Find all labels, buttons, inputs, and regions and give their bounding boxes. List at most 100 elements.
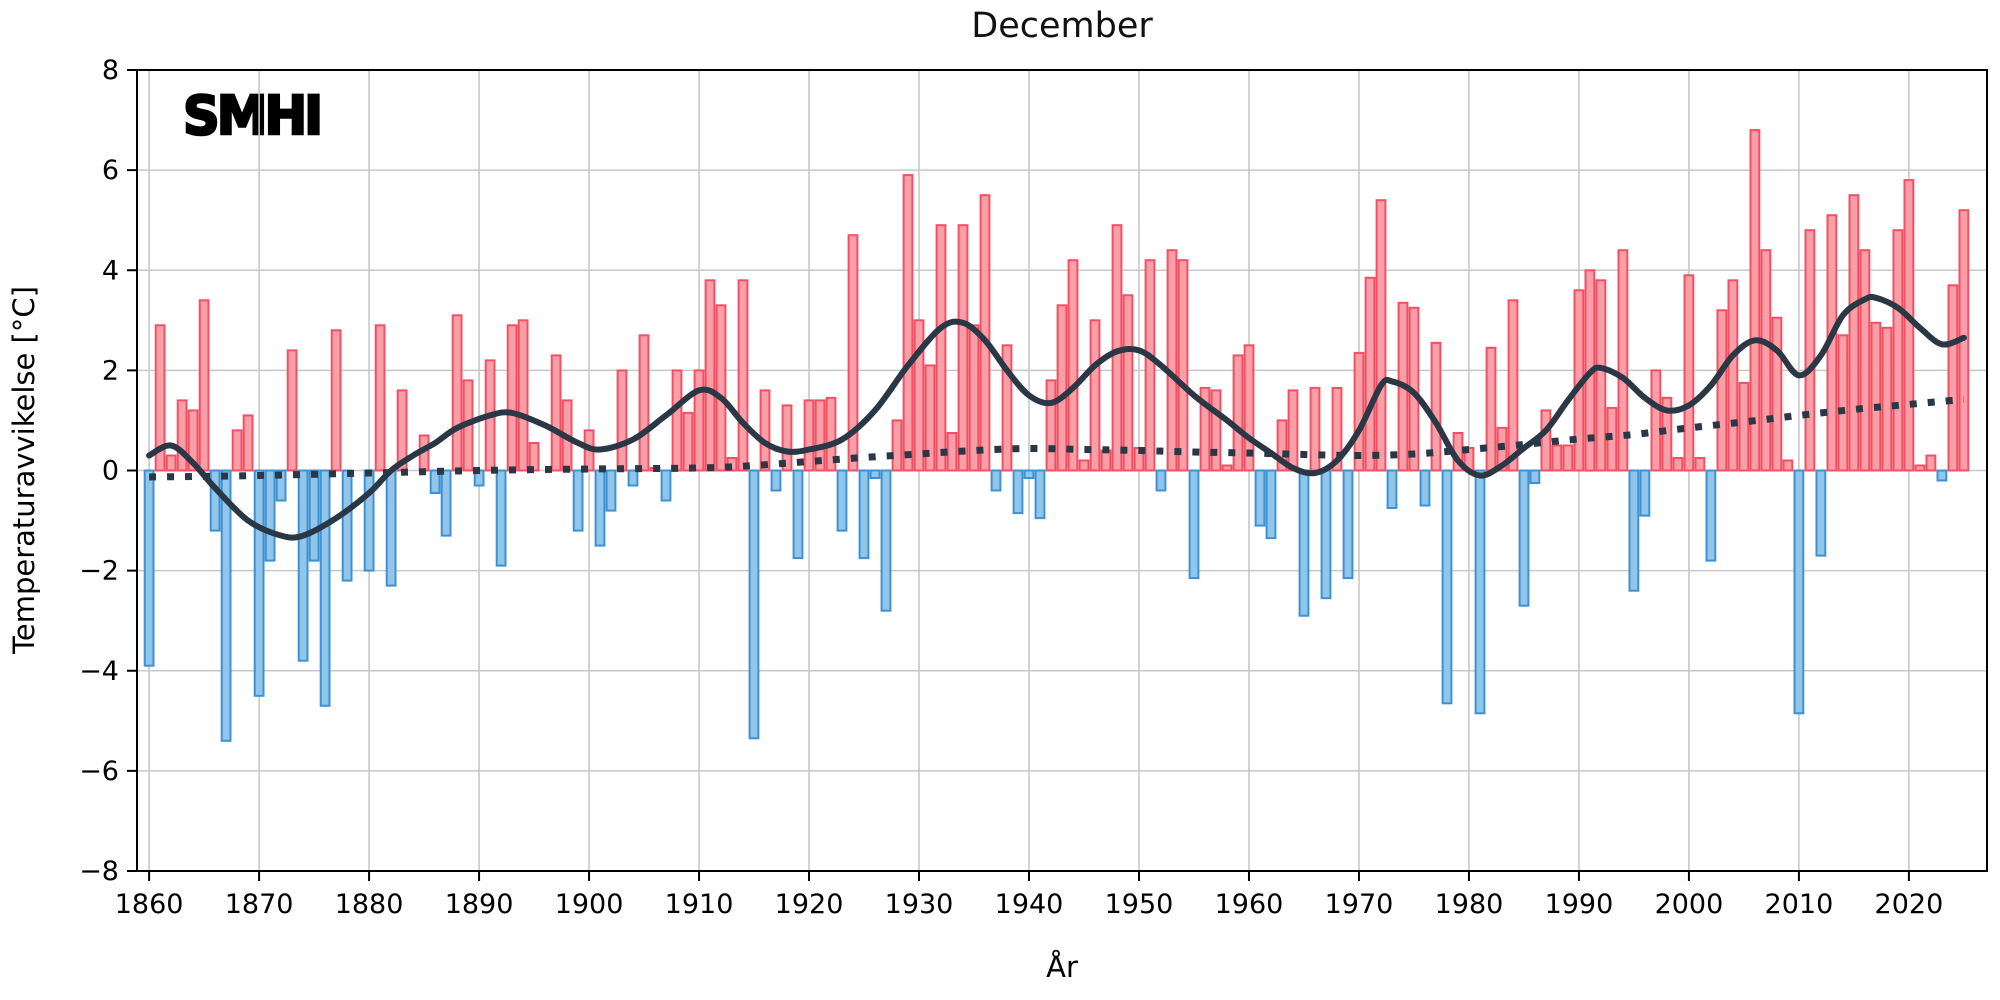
bar-1926 [869,469,881,479]
bar-1971 [1364,276,1376,472]
bar-1874 [297,469,309,662]
bar-1966 [1309,386,1321,472]
chart-title: December [971,6,1153,46]
y-tick-label: 0 [102,456,119,487]
bar-1880 [363,469,375,572]
x-tick-label: 1860 [115,889,184,920]
x-tick-label: 1970 [1325,889,1394,920]
bar-1919 [792,469,804,560]
bar-1927 [880,469,892,612]
bar-1887 [440,469,452,537]
bar-1910 [693,369,705,472]
bar-1947 [1100,449,1112,472]
bar-1967 [1320,469,1332,600]
bar-1964 [1287,389,1299,472]
bar-1902 [605,469,617,512]
bar-2006 [1749,129,1761,472]
bar-1933 [946,432,958,472]
bar-1956 [1199,386,1211,472]
bar-2005 [1738,381,1750,472]
bar-1996 [1639,469,1651,517]
bar-1894 [517,319,529,472]
bar-1915 [748,469,760,740]
bar-1930 [913,319,925,472]
x-tick-label: 1870 [225,889,294,920]
bar-1917 [770,469,782,492]
bar-1968 [1331,386,1343,472]
y-tick-label: −8 [79,856,119,887]
bar-1981 [1474,469,1486,715]
bar-1992 [1595,279,1607,472]
bar-1999 [1672,457,1684,472]
bar-1977 [1430,341,1442,472]
bar-2017 [1870,321,1882,472]
bar-1985 [1518,469,1530,607]
bar-2009 [1782,459,1794,472]
bar-1935 [968,324,980,472]
x-tick-label: 1890 [445,889,514,920]
bar-1914 [737,279,749,472]
bar-1954 [1177,259,1189,472]
bar-1916 [759,389,771,472]
bar-1920 [803,399,815,472]
bar-1958 [1221,464,1233,472]
bar-1876 [319,469,331,707]
bar-1934 [957,224,969,472]
bar-1899 [572,469,584,532]
bar-1962 [1265,469,1277,540]
bar-1886 [429,469,441,494]
bar-1923 [836,469,848,532]
bar-1868 [231,429,243,472]
bar-1949 [1122,294,1134,472]
bar-2015 [1848,194,1860,472]
bar-2022 [1925,454,1937,472]
bar-1938 [1001,344,1013,472]
y-tick-label: −2 [79,556,119,587]
x-tick-label: 1920 [775,889,844,920]
bar-1960 [1243,344,1255,472]
bar-2000 [1683,274,1695,472]
x-axis-label: År [1046,950,1078,984]
bar-1941 [1034,469,1046,520]
axis-ticks-and-labels: 1860 1870 1880 1890 1900 1910 1920 1930 1940 1950… [79,55,1943,920]
bar-2020 [1903,179,1915,472]
bar-1907 [660,469,672,502]
x-tick-label: 2020 [1875,889,1944,920]
bar-1937 [990,469,1002,492]
bar-1872 [275,469,287,502]
anomaly-bars [143,129,1970,742]
bar-1862 [165,454,177,472]
bar-1951 [1144,259,1156,472]
bar-1877 [330,329,342,472]
bar-1895 [528,442,540,472]
x-tick-label: 1990 [1545,889,1614,920]
x-tick-label: 1900 [555,889,624,920]
bar-1984 [1507,299,1519,472]
x-tick-label: 1930 [885,889,954,920]
bar-2008 [1771,316,1783,472]
bar-2016 [1859,249,1871,472]
bar-1963 [1276,419,1288,472]
bar-1997 [1650,369,1662,472]
bar-1866 [209,469,221,532]
bar-2021 [1914,464,1926,472]
bar-1944 [1067,259,1079,472]
bar-1869 [242,414,254,472]
bar-1986 [1529,469,1541,484]
bar-1867 [220,469,232,742]
bar-1903 [616,369,628,472]
bar-1955 [1188,469,1200,580]
bar-1988 [1551,444,1563,472]
bar-2012 [1815,469,1827,557]
x-tick-label: 2000 [1655,889,1724,920]
x-tick-label: 1960 [1215,889,1284,920]
bar-1870 [253,469,265,697]
y-tick-label: 6 [102,155,119,186]
bar-1893 [506,324,518,472]
bar-1922 [825,396,837,472]
bar-1911 [704,279,716,472]
bar-1897 [550,354,562,472]
bar-1989 [1562,444,1574,472]
bar-2023 [1936,469,1948,482]
